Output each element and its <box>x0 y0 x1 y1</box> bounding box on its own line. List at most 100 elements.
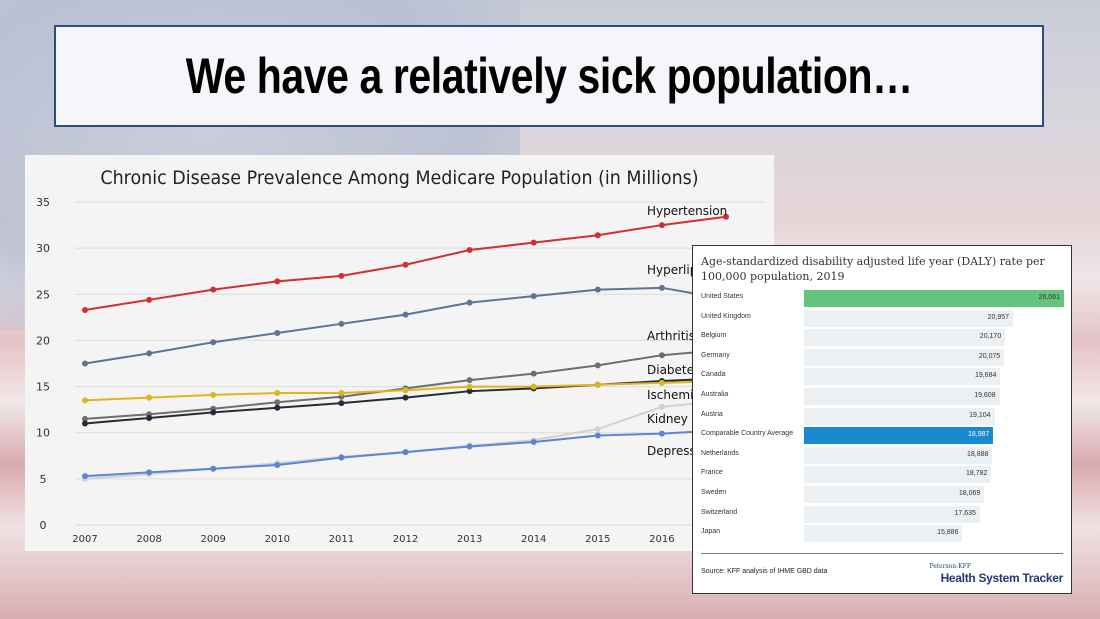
bar-row: United States 26,061 <box>693 290 1073 307</box>
y-tick-label: 0 <box>40 519 47 532</box>
data-point <box>658 352 665 359</box>
data-point <box>274 330 281 337</box>
y-tick-label: 5 <box>40 473 47 486</box>
bar: 19,608 <box>804 388 1000 405</box>
data-point <box>82 397 88 404</box>
bar-row: Japan 15,886 <box>693 525 1073 543</box>
data-point <box>402 387 409 394</box>
bar-value-label: 20,170 <box>979 333 1002 341</box>
footer-divider <box>701 553 1063 554</box>
bar-row: Australia 19,608 <box>693 388 1073 405</box>
y-tick-label: 15 <box>36 381 50 394</box>
data-point <box>466 383 473 390</box>
y-tick-label: 10 <box>36 427 50 440</box>
bar-category-label: Comparable Country Average <box>701 430 794 438</box>
series-label: Hyperlip <box>647 263 697 277</box>
line-chart: 0 5 10 15 20 25 30 35 2007 2008 2009 2010 2011 2012 20… <box>36 196 765 545</box>
data-point <box>530 438 537 445</box>
bar-category-label: Austria <box>701 410 723 418</box>
data-point <box>402 449 409 456</box>
y-tick-label: 30 <box>36 242 50 255</box>
bar-row: United Kingdom 20,957 <box>693 309 1073 327</box>
bar-row: Sweden 18,069 <box>693 486 1073 503</box>
data-point <box>594 426 601 433</box>
x-tick-label: 2011 <box>329 534 354 545</box>
bar-category-label: Belgium <box>701 332 727 340</box>
x-tick-label: 2007 <box>72 534 97 545</box>
data-point <box>402 394 409 401</box>
data-point <box>274 390 281 397</box>
data-point <box>466 388 473 395</box>
bar-category-label: Switzerland <box>701 508 738 516</box>
bar: 19,104 <box>804 407 995 425</box>
data-point <box>658 379 665 386</box>
bar-value-label: 18,069 <box>958 490 981 497</box>
y-tick-label: 20 <box>36 334 50 347</box>
bar-chart-title: Age-standardized disability adjusted lif… <box>701 255 1045 283</box>
data-point <box>466 246 473 253</box>
bar-category-label: Germany <box>701 351 730 359</box>
data-point <box>466 377 473 384</box>
bar: 20,170 <box>804 329 1006 347</box>
bar: 18,782 <box>804 466 992 484</box>
bar-row: Austria 19,104 <box>693 407 1073 425</box>
x-tick-label: 2013 <box>457 534 482 545</box>
data-point <box>338 390 345 397</box>
data-point <box>658 403 665 410</box>
series-label: Ischemic <box>647 388 700 402</box>
bar-category-label: Australia <box>701 391 729 398</box>
data-point <box>274 404 281 411</box>
bar-value-label: 26,061 <box>1038 294 1060 301</box>
daly-bar-chart-card: Age-standardized disability adjusted lif… <box>692 245 1072 594</box>
data-point <box>210 465 217 472</box>
bar-row: Comparable Country Average 18,987 <box>693 427 1073 445</box>
bar-category-label: France <box>701 469 723 477</box>
slide-title: We have a relatively sick population… <box>185 48 913 104</box>
data-point <box>594 381 601 388</box>
data-point <box>530 239 537 246</box>
data-point <box>82 415 88 422</box>
bar-value-label: 18,888 <box>967 450 989 458</box>
data-point <box>82 306 88 313</box>
bar-row: Germany 20,075 <box>693 348 1073 366</box>
data-point <box>338 272 345 279</box>
bar-value-label: 19,684 <box>974 372 997 380</box>
x-tick-label: 2015 <box>585 534 610 545</box>
data-point <box>338 320 345 327</box>
bar: 19,684 <box>804 368 1001 386</box>
data-point <box>466 299 473 306</box>
data-point <box>274 399 281 406</box>
bar-row: Canada 19,684 <box>693 368 1073 386</box>
x-tick-label: 2012 <box>393 534 418 545</box>
bar: 18,987 <box>804 427 994 445</box>
bar-row: Netherlands 18,888 <box>693 446 1073 464</box>
data-point <box>82 420 88 427</box>
logo-bottom-text: Health System Tracker <box>940 571 1064 585</box>
bar: 20,075 <box>804 348 1005 366</box>
data-point <box>82 360 88 367</box>
bar-category-label: United Kingdom <box>701 312 751 320</box>
data-point <box>658 222 665 229</box>
data-point <box>146 394 153 401</box>
series-label: Diabetes <box>647 363 700 377</box>
bar-category-label: United States <box>701 293 744 300</box>
line-chart-panel: Chronic Disease Prevalence Among Medicar… <box>25 155 774 551</box>
bar-row: Switzerland 17,635 <box>693 505 1073 523</box>
data-point <box>402 311 409 318</box>
x-tick-label: 2009 <box>200 534 225 545</box>
slide-title-box: We have a relatively sick population… <box>54 25 1044 127</box>
data-point <box>274 278 281 285</box>
data-point <box>338 454 345 461</box>
bar: 17,635 <box>804 505 980 523</box>
bar-category-label: Canada <box>701 371 726 379</box>
data-point <box>146 296 153 303</box>
data-point <box>594 232 601 239</box>
bar-value-label: 17,635 <box>954 509 976 517</box>
data-point <box>338 400 345 407</box>
data-point <box>210 409 217 416</box>
bar-value-label: 18,987 <box>968 431 990 439</box>
data-point <box>82 473 88 480</box>
data-point <box>594 432 601 439</box>
data-point <box>146 414 153 421</box>
data-point <box>210 339 217 346</box>
